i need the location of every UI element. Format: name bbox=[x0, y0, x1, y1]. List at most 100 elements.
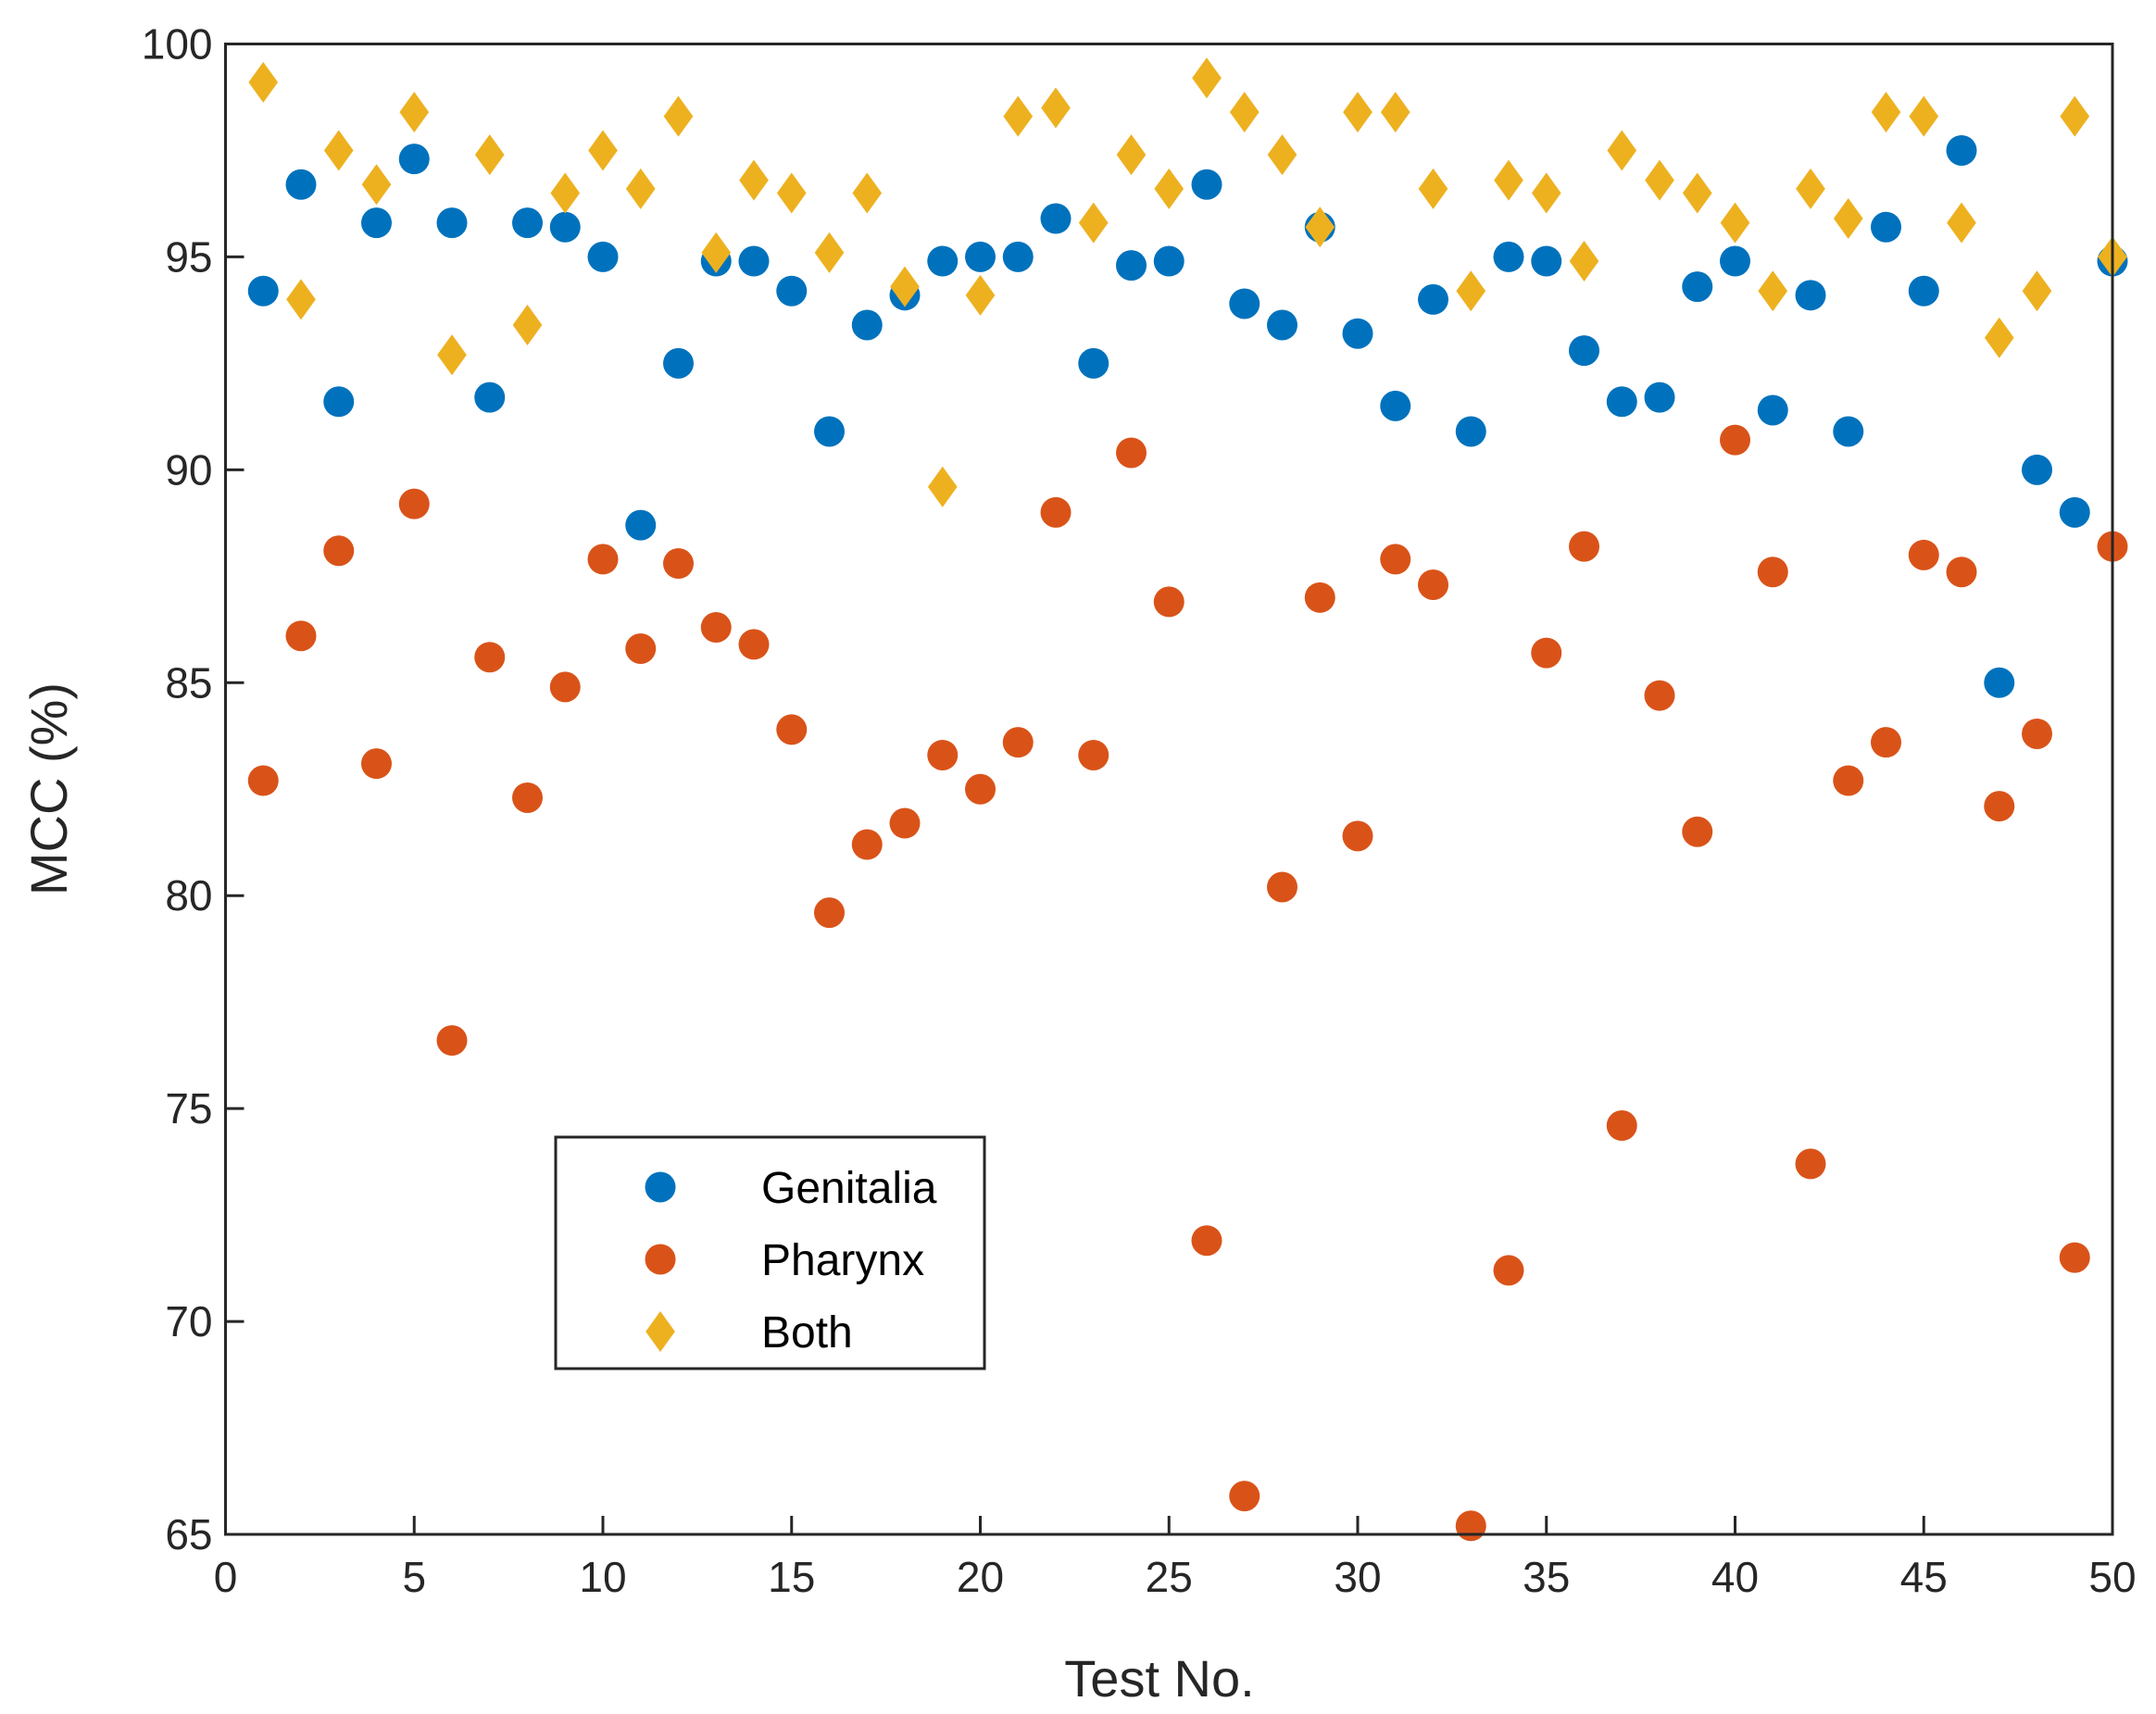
y-tick-label: 80 bbox=[165, 871, 212, 920]
genitalia-point bbox=[1153, 245, 1185, 277]
genitalia-point bbox=[1569, 335, 1599, 367]
pharynx-point bbox=[889, 807, 921, 839]
genitalia-point bbox=[587, 241, 619, 272]
pharynx-point bbox=[776, 714, 808, 745]
genitalia-point bbox=[1078, 347, 1109, 379]
both-point bbox=[1380, 92, 1410, 133]
both-point bbox=[1796, 168, 1825, 209]
series-both bbox=[248, 57, 2127, 507]
both-point bbox=[2022, 270, 2052, 312]
both-point bbox=[1192, 57, 1222, 99]
both-point bbox=[1305, 206, 1335, 248]
x-tick-label: 20 bbox=[957, 1553, 1004, 1601]
genitalia-point bbox=[814, 416, 845, 447]
x-axis-label: Test No. bbox=[1064, 1649, 1254, 1708]
genitalia-point bbox=[2022, 454, 2052, 485]
genitalia-point bbox=[1833, 416, 1864, 447]
pharynx-point bbox=[1493, 1255, 1524, 1286]
genitalia-point bbox=[1908, 275, 1939, 307]
both-point bbox=[1645, 159, 1674, 201]
genitalia-point bbox=[1455, 416, 1486, 447]
pharynx-point bbox=[1455, 1510, 1486, 1542]
x-tick-label: 0 bbox=[214, 1553, 238, 1601]
x-tick-label: 30 bbox=[1334, 1553, 1381, 1601]
both-point bbox=[361, 164, 392, 206]
genitalia-point bbox=[1720, 245, 1750, 277]
pharynx-point bbox=[398, 488, 430, 519]
legend-label-both: Both bbox=[761, 1308, 853, 1357]
pharynx-point bbox=[625, 632, 657, 664]
genitalia-point bbox=[436, 207, 468, 239]
both-point bbox=[1343, 92, 1373, 133]
both-point bbox=[663, 95, 694, 137]
pharynx-point bbox=[738, 629, 770, 660]
pharynx-point bbox=[1908, 539, 1939, 570]
pharynx-point bbox=[700, 612, 732, 644]
genitalia-point bbox=[1531, 245, 1562, 277]
genitalia-point bbox=[1946, 134, 1977, 166]
both-point bbox=[1418, 168, 1448, 209]
pharynx-point bbox=[1833, 765, 1864, 796]
legend-label-genitalia: Genitalia bbox=[761, 1164, 937, 1213]
y-tick-label: 75 bbox=[165, 1084, 212, 1132]
both-point bbox=[1041, 87, 1071, 129]
pharynx-point bbox=[1078, 739, 1109, 770]
pharynx-point bbox=[1606, 1110, 1637, 1142]
genitalia-point bbox=[247, 275, 279, 307]
y-tick-label: 85 bbox=[165, 658, 212, 707]
x-tick-label: 50 bbox=[2088, 1553, 2136, 1601]
genitalia-point bbox=[1267, 309, 1297, 341]
both-point bbox=[1154, 168, 1185, 209]
genitalia-point bbox=[1040, 203, 1072, 234]
genitalia-point bbox=[663, 347, 694, 379]
both-point bbox=[1758, 270, 1788, 312]
genitalia-point bbox=[1644, 382, 1675, 413]
y-axis-label: MCC (%) bbox=[19, 682, 78, 895]
y-tick-label: 90 bbox=[165, 445, 212, 494]
both-point bbox=[1909, 95, 1939, 137]
both-point bbox=[890, 266, 920, 307]
pharynx-point bbox=[1418, 569, 1448, 601]
pharynx-point bbox=[1229, 1481, 1260, 1512]
pharynx-point bbox=[965, 773, 996, 805]
both-point bbox=[1569, 241, 1599, 282]
genitalia-point bbox=[851, 309, 883, 341]
x-tick-label: 45 bbox=[1900, 1553, 1948, 1601]
pharynx-point bbox=[1871, 727, 1901, 758]
pharynx-point bbox=[1040, 496, 1072, 528]
pharynx-point bbox=[1191, 1225, 1222, 1257]
genitalia-point bbox=[1418, 283, 1448, 315]
pharynx-point bbox=[1682, 816, 1713, 847]
both-point bbox=[1720, 202, 1750, 244]
pharynx-point bbox=[436, 1025, 468, 1057]
x-tick-label: 25 bbox=[1146, 1553, 1193, 1601]
series-pharynx bbox=[247, 424, 2128, 1542]
genitalia-point bbox=[927, 245, 959, 277]
genitalia-point bbox=[738, 245, 770, 277]
both-point bbox=[1531, 172, 1561, 214]
genitalia-point bbox=[1606, 386, 1637, 418]
legend-marker-both bbox=[646, 1311, 675, 1352]
both-point bbox=[512, 305, 543, 346]
y-tick-label: 100 bbox=[142, 20, 213, 69]
both-point bbox=[474, 134, 505, 176]
both-point bbox=[701, 231, 732, 273]
genitalia-point bbox=[398, 144, 430, 175]
genitalia-point bbox=[323, 386, 355, 418]
both-point bbox=[323, 130, 354, 171]
genitalia-point bbox=[361, 207, 392, 239]
pharynx-point bbox=[247, 765, 279, 796]
pharynx-point bbox=[1153, 586, 1185, 618]
both-point bbox=[1003, 95, 1034, 137]
pharynx-point bbox=[814, 897, 845, 929]
genitalia-point bbox=[1871, 211, 1901, 243]
pharynx-point bbox=[1380, 544, 1411, 575]
both-point bbox=[1871, 92, 1901, 133]
pharynx-point bbox=[1002, 727, 1034, 758]
axis-ticks: 0 5 10 15 20 25 30 35 40 45 50 65 70 75 80 85 90 95 100 bbox=[142, 20, 2137, 1602]
series-genitalia bbox=[247, 134, 2128, 698]
x-tick-label: 10 bbox=[579, 1553, 626, 1601]
both-point bbox=[1947, 202, 1976, 244]
genitalia-point bbox=[1116, 250, 1147, 281]
genitalia-point bbox=[512, 207, 543, 239]
